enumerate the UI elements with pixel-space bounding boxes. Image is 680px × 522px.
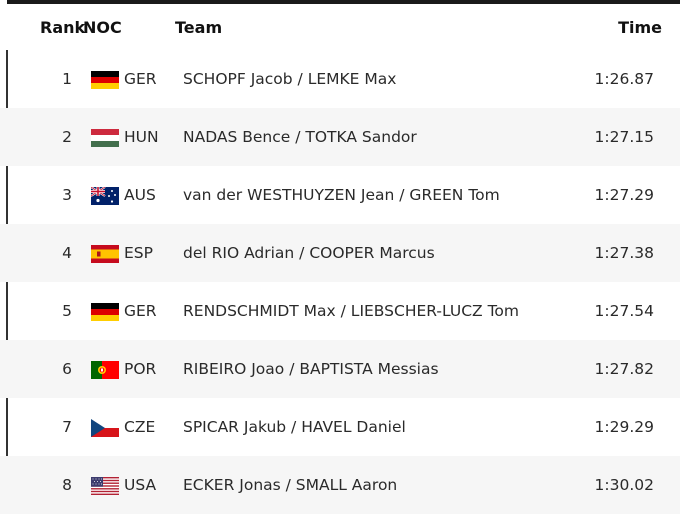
noc-cell: GER xyxy=(124,302,157,320)
rank-cell: 3 xyxy=(62,186,72,204)
table-row[interactable]: 7 CZE SPICAR Jakub / HAVEL Daniel 1:29.2… xyxy=(0,398,680,456)
noc-cell: AUS xyxy=(124,186,156,204)
time-cell: 1:30.02 xyxy=(594,476,654,494)
time-cell: 1:26.87 xyxy=(594,70,654,88)
rank-cell: 5 xyxy=(62,302,72,320)
table-row[interactable]: 4 ESP del RIO Adrian / COOPER Marcus 1:2… xyxy=(0,224,680,282)
team-cell: SCHOPF Jacob / LEMKE Max xyxy=(183,70,397,88)
germany-flag-icon xyxy=(91,303,119,321)
time-cell: 1:27.82 xyxy=(594,360,654,378)
table-row[interactable]: 8 xyxy=(0,456,680,514)
header-team[interactable]: Team xyxy=(175,18,223,37)
table-row[interactable]: 5 GER RENDSCHMIDT Max / LIEBSCHER-LUCZ T… xyxy=(0,282,680,340)
row-accent-bar xyxy=(6,50,8,108)
table-top-rule xyxy=(7,0,680,4)
team-cell: SPICAR Jakub / HAVEL Daniel xyxy=(183,418,406,436)
table-row[interactable]: 3 AUS van der xyxy=(0,166,680,224)
spain-flag-icon xyxy=(91,245,119,263)
rank-cell: 8 xyxy=(62,476,72,494)
portugal-flag-icon xyxy=(91,361,119,379)
rank-cell: 1 xyxy=(62,70,72,88)
table-row[interactable]: 6 POR RIBEIRO Joao / BAPTISTA Messias 1:… xyxy=(0,340,680,398)
time-cell: 1:27.15 xyxy=(594,128,654,146)
team-cell: NADAS Bence / TOTKA Sandor xyxy=(183,128,417,146)
time-cell: 1:27.38 xyxy=(594,244,654,262)
noc-cell: HUN xyxy=(124,128,159,146)
rank-cell: 7 xyxy=(62,418,72,436)
noc-cell: GER xyxy=(124,70,157,88)
team-cell: van der WESTHUYZEN Jean / GREEN Tom xyxy=(183,186,500,204)
noc-cell: ESP xyxy=(124,244,153,262)
row-accent-bar xyxy=(6,398,8,456)
usa-flag-icon xyxy=(91,477,119,495)
team-cell: RENDSCHMIDT Max / LIEBSCHER-LUCZ Tom xyxy=(183,302,520,320)
table-header: Rank NOC Team Time xyxy=(0,6,680,50)
germany-flag-icon xyxy=(91,71,119,89)
team-cell: del RIO Adrian / COOPER Marcus xyxy=(183,244,435,262)
row-accent-bar xyxy=(6,166,8,224)
table-body: 1 GER SCHOPF Jacob / LEMKE Max 1:26.87 2… xyxy=(0,50,680,514)
row-accent-bar xyxy=(6,282,8,340)
rank-cell: 4 xyxy=(62,244,72,262)
header-noc[interactable]: NOC xyxy=(83,18,122,37)
time-cell: 1:27.29 xyxy=(594,186,654,204)
noc-cell: USA xyxy=(124,476,157,494)
table-row[interactable]: 2 HUN NADAS Bence / TOTKA Sandor 1:27.15 xyxy=(0,108,680,166)
header-rank[interactable]: Rank xyxy=(40,18,86,37)
time-cell: 1:29.29 xyxy=(594,418,654,436)
noc-cell: POR xyxy=(124,360,157,378)
noc-cell: CZE xyxy=(124,418,156,436)
rank-cell: 2 xyxy=(62,128,72,146)
rank-cell: 6 xyxy=(62,360,72,378)
australia-flag-icon xyxy=(91,187,119,205)
time-cell: 1:27.54 xyxy=(594,302,654,320)
team-cell: RIBEIRO Joao / BAPTISTA Messias xyxy=(183,360,439,378)
hungary-flag-icon xyxy=(91,129,119,147)
header-time[interactable]: Time xyxy=(618,18,662,37)
team-cell: ECKER Jonas / SMALL Aaron xyxy=(183,476,398,494)
czechia-flag-icon xyxy=(91,419,119,437)
table-row[interactable]: 1 GER SCHOPF Jacob / LEMKE Max 1:26.87 xyxy=(0,50,680,108)
